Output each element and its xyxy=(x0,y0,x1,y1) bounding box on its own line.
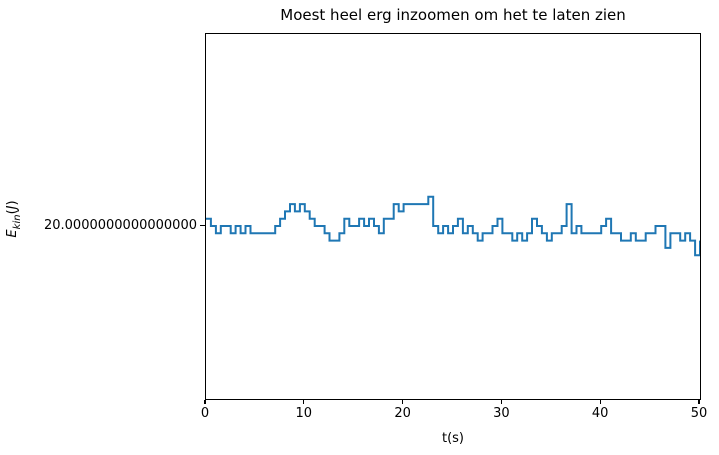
y-tick-label: 20.0000000000000000 xyxy=(43,218,197,233)
kinetic-energy-line xyxy=(206,195,700,257)
x-tick-mark xyxy=(402,400,404,404)
plot-area xyxy=(205,33,701,400)
x-tick-mark xyxy=(303,400,305,404)
y-axis-label-open-paren: ( xyxy=(5,209,21,215)
y-tick-mark xyxy=(200,225,205,227)
x-axis-label: t(s) xyxy=(441,431,464,446)
plot-line-svg xyxy=(206,195,700,257)
x-tick-label: 50 xyxy=(690,406,708,421)
x-tick-label: 10 xyxy=(295,406,313,421)
x-tick-mark xyxy=(599,400,601,404)
x-tick-label: 20 xyxy=(394,406,411,421)
x-tick-label: 0 xyxy=(200,406,210,421)
x-tick-label: 30 xyxy=(493,406,510,421)
y-axis-label-close-paren: ) xyxy=(5,200,21,206)
x-tick-label: 40 xyxy=(591,406,609,421)
y-axis-label-base: E xyxy=(5,229,21,238)
x-tick-mark xyxy=(698,400,700,404)
x-tick-mark xyxy=(500,400,502,404)
x-tick-mark xyxy=(204,400,206,404)
y-axis-label-sub: kin xyxy=(11,214,23,230)
y-axis-label-arg: J xyxy=(5,205,21,210)
y-axis-label: Ekin(J) xyxy=(5,200,23,237)
plot-title: Moest heel erg inzoomen om het te laten … xyxy=(280,6,626,24)
